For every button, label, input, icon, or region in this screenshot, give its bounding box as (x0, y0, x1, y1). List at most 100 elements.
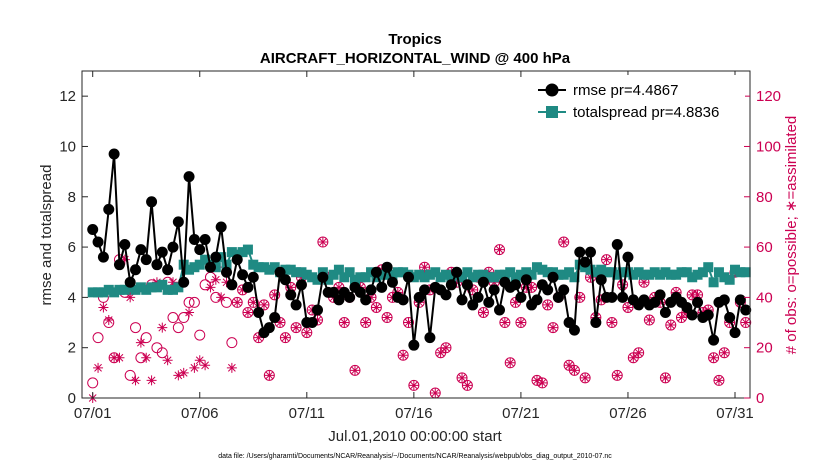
rmse-point (568, 324, 580, 336)
rmse-point (461, 279, 473, 291)
rmse-point (708, 334, 720, 346)
obs-assimilated-point (548, 322, 559, 333)
obs-assimilated-point (499, 317, 510, 328)
rmse-point (718, 294, 730, 306)
y2-tick-label: 60 (756, 239, 773, 256)
totalspread-point (173, 282, 184, 293)
totalspread-point (167, 284, 178, 295)
obs-possible-point (178, 312, 190, 324)
obs-assimilated-point (151, 277, 162, 288)
totalspread-point (473, 269, 484, 280)
rmse-point (194, 244, 206, 256)
y2-tick-label: 20 (756, 340, 773, 357)
y-tick-label: 6 (68, 239, 76, 256)
rmse-point (113, 259, 125, 271)
obs-assimilated-point (408, 380, 419, 391)
plot-frame (81, 70, 751, 399)
rmse-point (510, 279, 522, 291)
totalspread-point (98, 287, 109, 298)
rmse-point (204, 261, 216, 273)
totalspread-point (398, 267, 409, 278)
totalspread-point (681, 267, 692, 278)
y-tick-label: 2 (68, 340, 76, 357)
rmse-point (119, 239, 131, 251)
totalspread-point (687, 272, 698, 283)
rmse-point (456, 294, 468, 306)
x-tick-label: 07/21 (502, 405, 540, 422)
obs-assimilated-point (457, 372, 468, 383)
totalspread-point (521, 267, 532, 278)
totalspread-point (109, 287, 120, 298)
rmse-point (188, 234, 200, 246)
totalspread-point (344, 267, 355, 278)
totalspread-point (703, 262, 714, 273)
totalspread-point (564, 267, 575, 278)
totalspread-point (510, 272, 521, 283)
obs-assimilated-point (301, 327, 312, 338)
rmse-point (611, 239, 623, 251)
y-tick-label: 8 (68, 189, 76, 206)
totalspread-point (323, 274, 334, 285)
obs-assimilated-point (478, 307, 489, 318)
obs-assimilated-point (280, 332, 291, 343)
totalspread-point (162, 284, 173, 295)
rmse-point (210, 251, 222, 263)
rmse-point (237, 269, 249, 281)
obs-assimilated-point (178, 367, 189, 378)
totalspread-point (435, 272, 446, 283)
totalspread-point (87, 287, 98, 298)
obs-assimilated-point (569, 365, 580, 376)
rmse-series (87, 148, 752, 351)
totalspread-point (505, 267, 516, 278)
obs-assimilated-point (435, 347, 446, 358)
rmse-point (172, 216, 184, 228)
obs-assimilated-point (483, 267, 494, 278)
rmse-point (408, 339, 420, 351)
obs-assimilated-point (708, 352, 719, 363)
totalspread-point (301, 269, 312, 280)
rmse-point (520, 274, 532, 286)
obs-possible-point (221, 296, 233, 308)
obs-possible-point (156, 347, 168, 359)
rmse-point (279, 274, 291, 286)
obs-assimilated-point (167, 277, 178, 288)
totalspread-point (189, 262, 200, 273)
obs-assimilated-point (119, 254, 130, 265)
rmse-point (263, 322, 275, 334)
obs-assimilated-point (617, 279, 628, 290)
obs-assimilated-point (531, 375, 542, 386)
y2-tick-label: 80 (756, 189, 773, 206)
obs-assimilated-point (451, 277, 462, 288)
x-tick-label: 07/26 (609, 405, 647, 422)
rmse-point (103, 203, 115, 215)
rmse-point (590, 317, 602, 329)
obs-assimilated-point (296, 272, 307, 283)
rmse-point (344, 291, 356, 303)
rmse-point (584, 246, 596, 258)
obs-assimilated-point (349, 365, 360, 376)
totalspread-point (489, 272, 500, 283)
obs-assimilated-point (125, 292, 136, 303)
totalspread-point (440, 269, 451, 280)
obs-possible-point (167, 312, 179, 324)
totalspread-point (376, 269, 387, 280)
obs-assimilated-point (665, 320, 676, 331)
totalspread-point (713, 267, 724, 278)
totalspread-point (617, 267, 628, 278)
obs-assimilated-point (687, 289, 698, 300)
obs-assimilated-point (317, 237, 328, 248)
totalspread-point (360, 272, 371, 283)
rmse-point (419, 284, 431, 296)
totalspread-point (424, 269, 435, 280)
obs-assimilated-point (130, 375, 141, 386)
rmse-point (558, 284, 570, 296)
obs-possible-point (226, 337, 238, 349)
obs-assimilated-point (275, 317, 286, 328)
rmse-point (295, 279, 307, 291)
y2-tick-label: 40 (756, 289, 773, 306)
obs-assimilated-point (537, 377, 548, 388)
obs-assimilated-point (109, 352, 120, 363)
obs-assimilated-point (200, 360, 211, 371)
totalspread-point (542, 267, 553, 278)
rmse-point (183, 171, 195, 183)
